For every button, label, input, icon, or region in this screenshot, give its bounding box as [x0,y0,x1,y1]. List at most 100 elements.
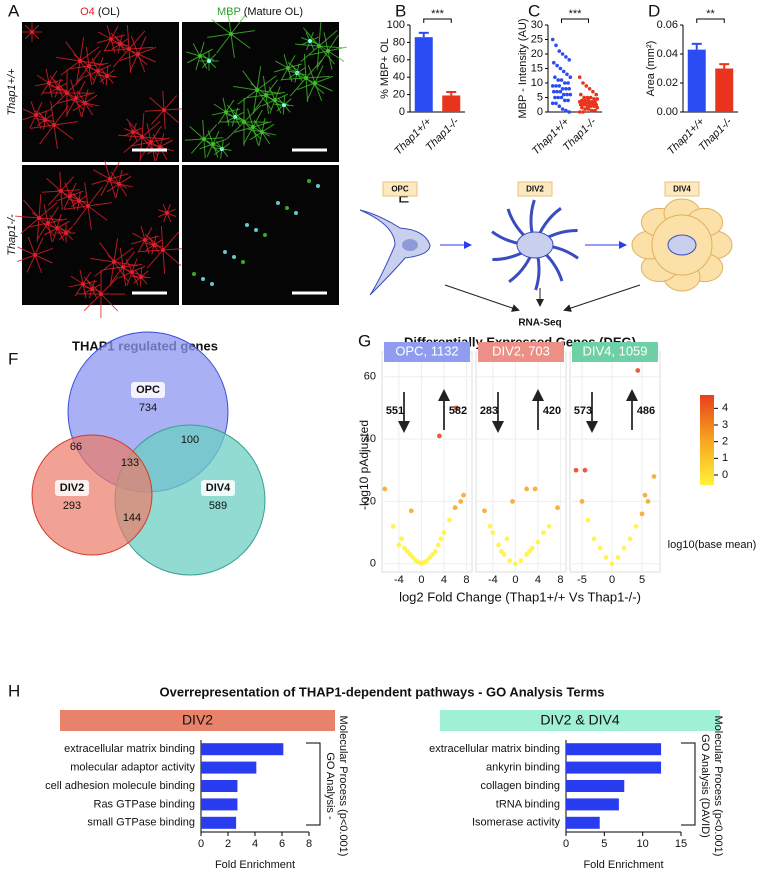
down-count: 283 [480,405,498,417]
process [314,75,334,84]
process [87,205,92,230]
process [113,261,129,282]
panel-header-text: DIV4, 1059 [582,343,647,358]
process [269,99,276,114]
process [146,249,164,269]
soma [37,216,41,220]
process [39,124,55,145]
process [82,283,87,299]
process [307,64,316,84]
process [274,99,289,106]
process [118,271,133,279]
process [118,175,132,185]
bar [201,798,238,811]
point [591,101,595,106]
process [82,280,98,285]
process [69,195,76,210]
overlap-count: 144 [123,512,141,524]
x-tick-label: 0 [512,574,518,586]
process [38,217,55,237]
cell [307,179,311,183]
process [75,97,82,117]
process [225,111,239,121]
process [163,109,179,124]
point [588,104,593,108]
bar [201,816,237,829]
point [567,110,571,114]
cell [254,228,258,232]
x-axis-label: Fold Enrichment [583,859,663,871]
bracket [306,742,321,826]
nucleus [402,239,418,251]
point [408,508,414,514]
process [131,265,146,273]
significance: *** [431,8,445,20]
process [202,119,205,140]
process [37,222,49,240]
process [23,199,40,219]
colorbar-tick-label: 4 [722,402,728,414]
point [577,75,582,79]
point [482,508,487,514]
x-tick-label: 0 [198,838,204,850]
point [510,499,515,504]
process [163,109,166,130]
set-div2 [31,434,153,556]
process [53,124,74,140]
side-label: GO Analysis - [324,752,336,820]
process [318,30,338,47]
point [402,545,407,551]
process [22,108,37,116]
process [144,109,165,112]
category-label: Isomerase activity [472,817,561,829]
process [104,180,120,185]
process [35,101,43,116]
process [92,70,99,85]
soma [47,81,51,85]
soma [86,204,90,208]
point [568,75,573,79]
process [79,46,100,62]
process [60,190,76,205]
section-header [440,710,720,731]
process [109,178,116,198]
point [559,78,564,82]
category-label: molecular adaptor activity [70,762,195,774]
point [527,548,532,554]
soma [64,231,68,235]
panel-letter: F [8,349,18,368]
process [252,89,258,114]
process [212,143,219,158]
process [222,97,227,113]
x-tick-label: 6 [279,838,285,850]
process [60,190,63,211]
point [621,545,627,551]
process [97,64,112,72]
process [64,205,89,210]
stage-label: DIV4 [673,185,691,194]
point [585,104,590,108]
column-header: MBP (Mature OL) [217,6,303,18]
process [110,38,124,47]
process [212,138,227,145]
output-label: RNA-Seq [518,318,561,329]
process [82,271,92,285]
process [70,99,86,104]
process [110,34,125,40]
x-tick-label: 8 [306,838,312,850]
process [84,102,94,116]
category-label: Ras GTPase binding [94,798,196,810]
process [56,220,70,229]
process [16,254,36,263]
panel-letter: G [358,331,371,350]
point [579,499,585,504]
process [100,276,119,295]
process [47,222,65,234]
soma [99,292,103,296]
up-count: 486 [637,405,655,417]
process [139,249,164,253]
process [199,55,208,69]
process [226,121,245,140]
process [70,275,84,285]
soma [242,120,246,124]
